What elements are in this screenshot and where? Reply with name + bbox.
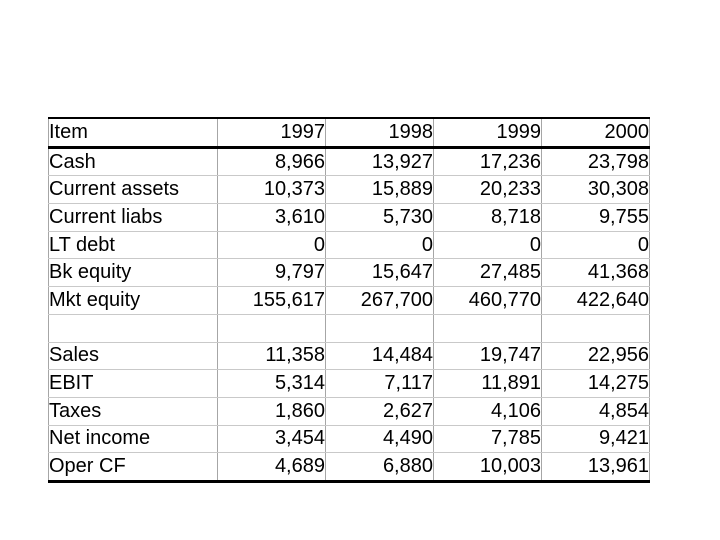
value-cell: 17,236 bbox=[433, 146, 542, 177]
row-label: Cash bbox=[48, 146, 218, 177]
value-cell: 7,117 bbox=[325, 369, 434, 398]
row-label: Oper CF bbox=[48, 452, 218, 482]
table-row: Current assets 10,373 15,889 20,233 30,308 bbox=[48, 175, 650, 205]
row-label: LT debt bbox=[48, 230, 218, 260]
value-cell bbox=[217, 313, 326, 343]
column-header-year: 1998 bbox=[325, 118, 434, 149]
value-cell: 15,889 bbox=[325, 175, 434, 205]
value-cell: 4,689 bbox=[217, 452, 326, 482]
value-cell: 10,003 bbox=[433, 452, 542, 482]
value-cell: 0 bbox=[325, 230, 434, 260]
value-cell bbox=[325, 313, 434, 343]
value-cell: 9,797 bbox=[217, 258, 326, 288]
value-cell: 9,421 bbox=[541, 424, 650, 454]
table-row: Bk equity 9,797 15,647 27,485 41,368 bbox=[48, 258, 650, 288]
value-cell: 8,966 bbox=[217, 146, 326, 177]
value-cell: 155,617 bbox=[217, 286, 326, 315]
table-row: Net income 3,454 4,490 7,785 9,421 bbox=[48, 424, 650, 454]
value-cell: 422,640 bbox=[541, 286, 650, 315]
table-row: Current liabs 3,610 5,730 8,718 9,755 bbox=[48, 203, 650, 232]
column-header-item: Item bbox=[48, 118, 218, 149]
value-cell: 3,610 bbox=[217, 203, 326, 232]
value-cell: 9,755 bbox=[541, 203, 650, 232]
row-label bbox=[48, 313, 218, 343]
value-cell: 0 bbox=[541, 230, 650, 260]
column-header-year: 2000 bbox=[541, 118, 650, 149]
row-label: Current assets bbox=[48, 175, 218, 205]
row-label: Sales bbox=[48, 341, 218, 371]
value-cell: 5,314 bbox=[217, 369, 326, 398]
table-header: Item 1997 1998 1999 2000 bbox=[48, 118, 650, 149]
financial-table-container: Item 1997 1998 1999 2000 Cash 8,966 13,927 17,2… bbox=[48, 117, 650, 483]
value-cell: 1,860 bbox=[217, 396, 326, 426]
value-cell: 13,927 bbox=[325, 146, 434, 177]
table-row: Mkt equity 155,617 267,700 460,770 422,640 bbox=[48, 286, 650, 315]
value-cell: 460,770 bbox=[433, 286, 542, 315]
value-cell: 7,785 bbox=[433, 424, 542, 454]
value-cell: 22,956 bbox=[541, 341, 650, 371]
value-cell: 267,700 bbox=[325, 286, 434, 315]
value-cell bbox=[541, 313, 650, 343]
value-cell: 30,308 bbox=[541, 175, 650, 205]
value-cell: 3,454 bbox=[217, 424, 326, 454]
value-cell: 0 bbox=[433, 230, 542, 260]
table-row: Cash 8,966 13,927 17,236 23,798 bbox=[48, 146, 650, 177]
table-row: Taxes 1,860 2,627 4,106 4,854 bbox=[48, 396, 650, 426]
value-cell: 4,490 bbox=[325, 424, 434, 454]
row-label: Bk equity bbox=[48, 258, 218, 288]
spacer-row bbox=[48, 313, 650, 343]
table-header-row: Item 1997 1998 1999 2000 bbox=[48, 118, 650, 149]
value-cell: 14,275 bbox=[541, 369, 650, 398]
value-cell: 11,358 bbox=[217, 341, 326, 371]
value-cell: 2,627 bbox=[325, 396, 434, 426]
value-cell: 4,854 bbox=[541, 396, 650, 426]
value-cell: 19,747 bbox=[433, 341, 542, 371]
value-cell: 5,730 bbox=[325, 203, 434, 232]
value-cell: 15,647 bbox=[325, 258, 434, 288]
table-row: Oper CF 4,689 6,880 10,003 13,961 bbox=[48, 452, 650, 482]
value-cell: 10,373 bbox=[217, 175, 326, 205]
column-header-year: 1997 bbox=[217, 118, 326, 149]
financial-table: Item 1997 1998 1999 2000 Cash 8,966 13,927 17,2… bbox=[48, 117, 650, 483]
value-cell bbox=[433, 313, 542, 343]
table-row: Sales 11,358 14,484 19,747 22,956 bbox=[48, 341, 650, 371]
table-row: EBIT 5,314 7,117 11,891 14,275 bbox=[48, 369, 650, 398]
value-cell: 20,233 bbox=[433, 175, 542, 205]
table-row: LT debt 0 0 0 0 bbox=[48, 230, 650, 260]
value-cell: 11,891 bbox=[433, 369, 542, 398]
value-cell: 27,485 bbox=[433, 258, 542, 288]
row-label: Taxes bbox=[48, 396, 218, 426]
value-cell: 8,718 bbox=[433, 203, 542, 232]
table-body: Cash 8,966 13,927 17,236 23,798 Current asset… bbox=[48, 146, 650, 482]
value-cell: 14,484 bbox=[325, 341, 434, 371]
value-cell: 23,798 bbox=[541, 146, 650, 177]
row-label: EBIT bbox=[48, 369, 218, 398]
value-cell: 0 bbox=[217, 230, 326, 260]
value-cell: 4,106 bbox=[433, 396, 542, 426]
value-cell: 41,368 bbox=[541, 258, 650, 288]
row-label: Current liabs bbox=[48, 203, 218, 232]
row-label: Net income bbox=[48, 424, 218, 454]
column-header-year: 1999 bbox=[433, 118, 542, 149]
row-label: Mkt equity bbox=[48, 286, 218, 315]
value-cell: 6,880 bbox=[325, 452, 434, 482]
value-cell: 13,961 bbox=[541, 452, 650, 482]
